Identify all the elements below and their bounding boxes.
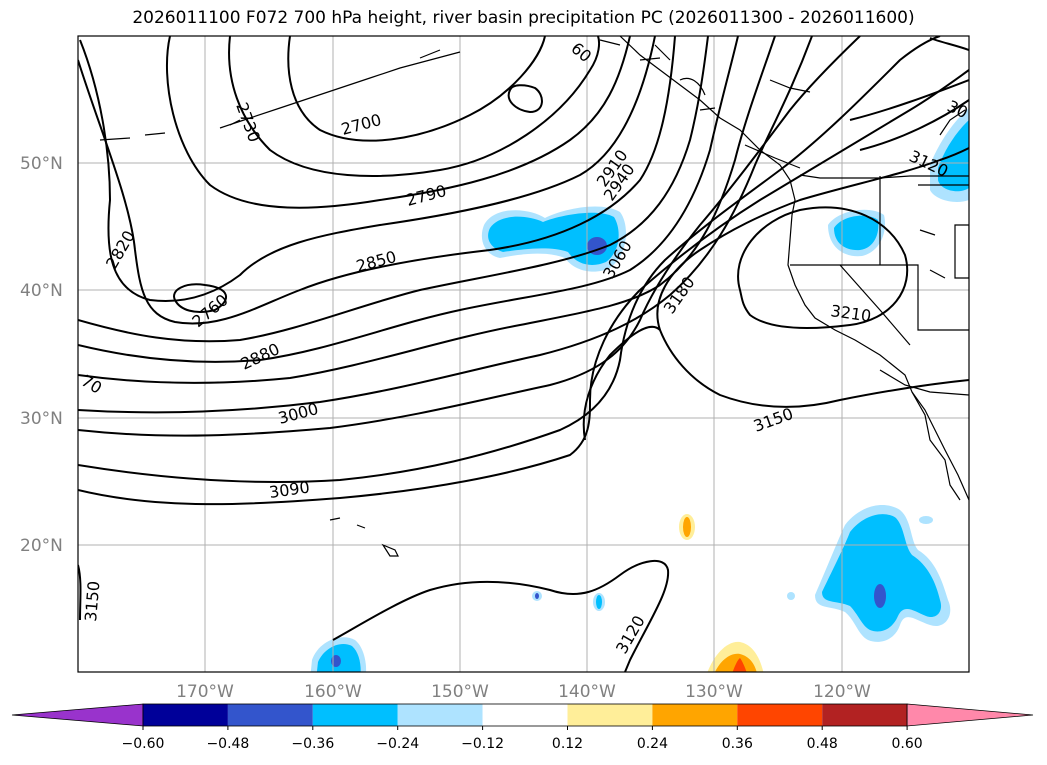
colorbar: −0.60 −0.48 −0.36 −0.24 −0.12 0.12 0.24 0.36 0.4… bbox=[11, 703, 1034, 752]
colorbar-tick-label: 0.12 bbox=[552, 736, 583, 752]
colorbar-tick-label: −0.60 bbox=[122, 736, 165, 752]
colorbar-segment bbox=[227, 704, 313, 726]
lat-label-50n: 50°N bbox=[20, 154, 63, 174]
lat-label-40n: 40°N bbox=[20, 281, 63, 301]
map-area: 2730 2700 2790 2820 2760 2850 2880 2910 … bbox=[78, 36, 969, 672]
colorbar-extend-low bbox=[11, 703, 144, 727]
contour-label: 3150 bbox=[81, 580, 103, 622]
colorbar-segment bbox=[397, 704, 483, 726]
contour-labels: 2730 2700 2790 2820 2760 2850 2880 2910 … bbox=[78, 39, 969, 657]
lon-label-140w: 140°W bbox=[558, 682, 616, 702]
colorbar-segment bbox=[822, 704, 908, 726]
colorbar-segment bbox=[312, 704, 398, 726]
colorbar-segment bbox=[652, 704, 738, 726]
colorbar-tick-label: −0.36 bbox=[291, 736, 334, 752]
lon-label-170w: 170°W bbox=[176, 682, 234, 702]
colorbar-segment bbox=[737, 704, 823, 726]
colorbar-tick-label: 0.24 bbox=[637, 736, 668, 752]
lat-label-20n: 20°N bbox=[20, 536, 63, 556]
map-title: 2026011100 F072 700 hPa height, river ba… bbox=[132, 8, 915, 28]
colorbar-tick-label: 0.36 bbox=[722, 736, 753, 752]
lon-label-120w: 120°W bbox=[813, 682, 871, 702]
colorbar-segment bbox=[567, 704, 653, 726]
colorbar-segment bbox=[143, 704, 228, 726]
lat-labels: 50°N 40°N 30°N 20°N bbox=[20, 154, 63, 556]
lon-label-150w: 150°W bbox=[431, 682, 489, 702]
coastlines bbox=[99, 36, 969, 557]
lon-label-130w: 130°W bbox=[685, 682, 743, 702]
colorbar-tick-label: −0.12 bbox=[461, 736, 504, 752]
colorbar-segment bbox=[482, 704, 568, 726]
colorbar-tick-label: −0.48 bbox=[206, 736, 249, 752]
colorbar-tick-label: 0.48 bbox=[807, 736, 838, 752]
height-contours bbox=[78, 36, 969, 672]
colorbar-tick-label: −0.24 bbox=[376, 736, 419, 752]
lat-label-30n: 30°N bbox=[20, 409, 63, 429]
lon-labels: 170°W 160°W 150°W 140°W 130°W 120°W bbox=[176, 682, 871, 702]
colorbar-outline bbox=[142, 703, 908, 727]
colorbar-tick-label: 0.60 bbox=[892, 736, 923, 752]
lon-label-160w: 160°W bbox=[304, 682, 362, 702]
gridlines bbox=[78, 36, 969, 672]
map-frame bbox=[77, 35, 970, 673]
colorbar-extend-high bbox=[906, 703, 1034, 727]
